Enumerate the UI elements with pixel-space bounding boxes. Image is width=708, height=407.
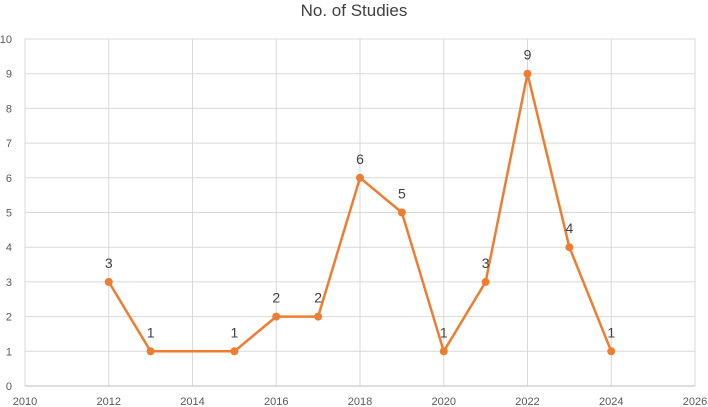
data-point xyxy=(146,347,155,356)
data-label: 1 xyxy=(147,324,155,340)
x-tick-label: 2012 xyxy=(97,396,121,407)
data-point xyxy=(565,243,574,252)
data-label: 2 xyxy=(314,290,322,306)
y-tick-label: 9 xyxy=(6,69,12,81)
data-point xyxy=(481,277,490,286)
y-tick-label: 6 xyxy=(6,173,12,185)
data-point xyxy=(439,347,448,356)
data-point xyxy=(397,208,406,217)
x-tick-label: 2010 xyxy=(13,396,37,407)
y-tick-label: 0 xyxy=(6,381,12,393)
y-tick-label: 8 xyxy=(6,103,12,115)
y-tick-label: 3 xyxy=(6,277,12,289)
y-tick-label: 2 xyxy=(6,312,12,324)
chart-title: No. of Studies xyxy=(300,1,408,20)
data-label: 3 xyxy=(482,255,490,271)
x-tick-label: 2022 xyxy=(515,396,539,407)
series-line xyxy=(107,72,613,353)
data-label: 2 xyxy=(272,290,280,306)
data-label: 3 xyxy=(105,255,113,271)
data-label: 1 xyxy=(230,324,238,340)
y-tick-label: 10 xyxy=(0,34,12,46)
data-label: 4 xyxy=(565,220,573,236)
data-point xyxy=(607,347,616,356)
data-label: 1 xyxy=(607,324,615,340)
x-tick-label: 2020 xyxy=(432,396,456,407)
y-tick-label: 7 xyxy=(6,138,12,150)
data-label: 9 xyxy=(524,47,532,63)
x-tick-label: 2016 xyxy=(264,396,288,407)
x-tick-label: 2018 xyxy=(348,396,372,407)
x-tick-label: 2014 xyxy=(180,396,204,407)
data-point xyxy=(272,312,281,321)
data-point xyxy=(356,173,364,182)
data-point xyxy=(230,347,239,356)
x-tick-label: 2024 xyxy=(599,396,623,407)
y-tick-label: 4 xyxy=(6,242,12,254)
x-tick-label: 2026 xyxy=(683,396,707,407)
y-tick-label: 1 xyxy=(6,346,12,358)
data-label: 6 xyxy=(356,151,364,167)
data-point xyxy=(523,69,532,78)
data-point xyxy=(314,312,323,321)
data-label: 1 xyxy=(440,324,448,340)
y-tick-label: 5 xyxy=(6,208,12,220)
data-label: 5 xyxy=(398,186,406,202)
data-point xyxy=(104,277,113,286)
